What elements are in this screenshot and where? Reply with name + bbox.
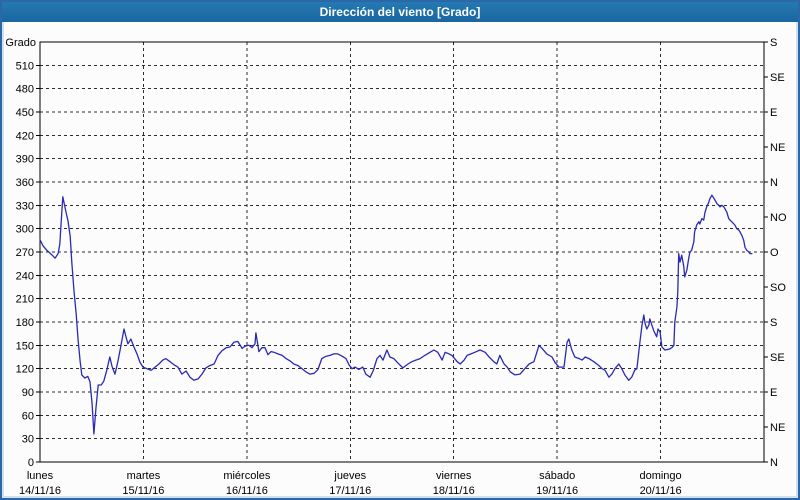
wind-direction-series-line xyxy=(39,194,753,435)
y-axis-tick-label: 420 xyxy=(16,130,34,142)
compass-tick-label: S xyxy=(770,37,777,49)
day-date-label: 18/11/16 xyxy=(433,485,475,497)
y-axis-tick-label: 90 xyxy=(22,387,34,399)
vertical-gridlines xyxy=(142,42,662,462)
day-date-label: 14/11/16 xyxy=(19,485,61,497)
compass-tick-label: E xyxy=(770,387,777,399)
y-axis-tick-label: 360 xyxy=(16,177,34,189)
horizontal-gridlines xyxy=(40,64,764,440)
y-axis-tick-label: 150 xyxy=(16,340,34,352)
day-name-label: viernes xyxy=(436,470,472,482)
y-axis-tick-label: 180 xyxy=(16,317,34,329)
compass-tick-label: SO xyxy=(770,282,786,294)
y-axis-title: Grado xyxy=(5,37,36,49)
day-date-label: 16/11/16 xyxy=(226,485,268,497)
day-name-label: domingo xyxy=(639,470,681,482)
day-name-label: lunes xyxy=(27,470,54,482)
compass-tick-label: NE xyxy=(770,142,785,154)
y-axis-tick-label: 330 xyxy=(16,200,34,212)
day-date-label: 20/11/16 xyxy=(640,485,682,497)
day-date-label: 15/11/16 xyxy=(122,485,164,497)
y-axis-tick-label: 0 xyxy=(28,457,34,469)
compass-tick-label: N xyxy=(770,177,778,189)
y-axis-tick-label: 390 xyxy=(16,154,34,166)
day-name-label: jueves xyxy=(333,470,366,482)
window-title: Dirección del viento [Grado] xyxy=(319,5,481,19)
day-date-label: 19/11/16 xyxy=(536,485,578,497)
compass-tick-label: SE xyxy=(770,72,785,84)
day-date-label: 17/11/16 xyxy=(329,485,371,497)
y-axis-tick-label: 510 xyxy=(16,60,34,72)
compass-tick-label: SE xyxy=(770,352,785,364)
x-axis-days: lunes 14/11/16 martes 15/11/16 miércoles 16/1… xyxy=(19,470,682,497)
compass-tick-label: NE xyxy=(770,422,785,434)
day-name-label: sábado xyxy=(539,470,575,482)
compass-tick-label: NO xyxy=(770,212,787,224)
day-name-label: martes xyxy=(127,470,161,482)
y-axis-tick-label: 240 xyxy=(16,270,34,282)
y-axis-tick-label: 60 xyxy=(22,410,34,422)
y-axis-tick-label: 450 xyxy=(16,107,34,119)
y-axis-left: 0 30 60 90 120 150 180 210 240 270 300 330 360 390 420… xyxy=(5,37,40,469)
title-bar: Dirección del viento [Grado] xyxy=(2,2,798,22)
y-axis-tick-label: 270 xyxy=(16,247,34,259)
y-axis-tick-label: 120 xyxy=(16,364,34,376)
compass-tick-label: S xyxy=(770,317,777,329)
compass-tick-label: O xyxy=(770,247,779,259)
y-axis-tick-label: 210 xyxy=(16,294,34,306)
compass-tick-label: E xyxy=(770,107,777,119)
y-axis-right-compass: N NE E SE S SO O NO N NE E SE S xyxy=(764,37,787,469)
compass-tick-label: N xyxy=(770,457,778,469)
day-name-label: miércoles xyxy=(223,470,271,482)
y-axis-tick-label: 300 xyxy=(16,224,34,236)
y-axis-tick-label: 480 xyxy=(16,84,34,96)
y-axis-tick-label: 30 xyxy=(22,434,34,446)
